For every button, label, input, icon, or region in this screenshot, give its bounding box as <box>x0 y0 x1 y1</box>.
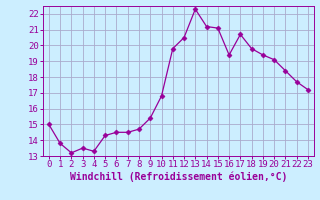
X-axis label: Windchill (Refroidissement éolien,°C): Windchill (Refroidissement éolien,°C) <box>70 172 287 182</box>
